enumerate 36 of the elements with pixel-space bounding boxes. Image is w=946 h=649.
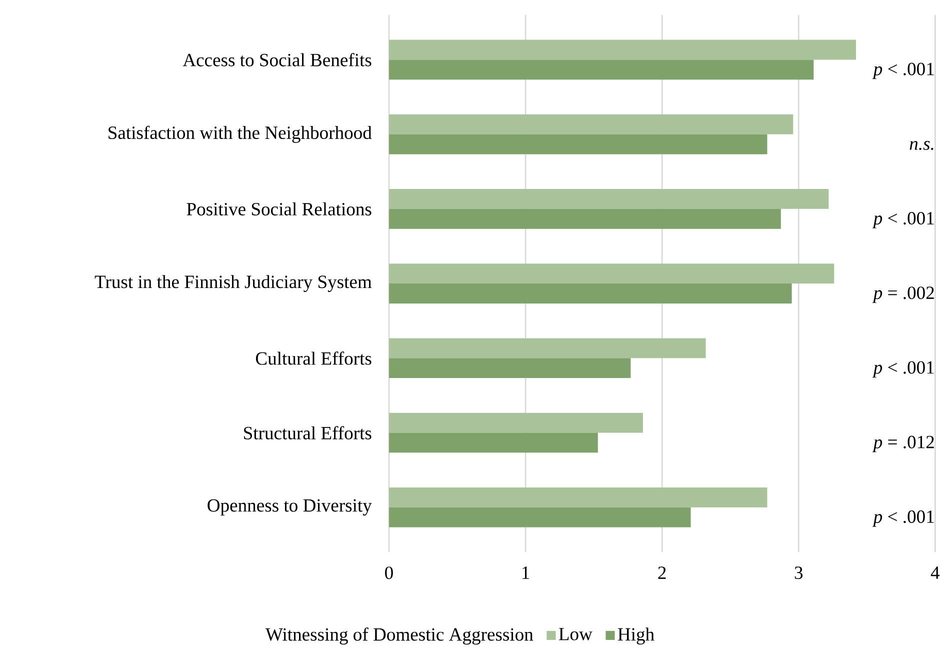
x-tick-label: 0: [385, 566, 393, 580]
annotation: p = .002: [872, 286, 934, 304]
bar: [388, 413, 643, 433]
x-tick-label: 1: [522, 566, 530, 580]
y-tick-label: Structural Efforts: [244, 426, 372, 440]
annotation: p < .001: [872, 510, 934, 527]
annotation: p < .001: [872, 212, 934, 228]
bar: [388, 60, 814, 80]
bar: [388, 432, 598, 453]
annotation: n.s.: [910, 141, 934, 150]
x-tick-label: 2: [658, 566, 666, 580]
bar: [388, 114, 794, 134]
legend-label: Low: [558, 628, 592, 640]
y-tick-label: Satisfaction with the Neighborhood: [108, 126, 372, 144]
bar: [388, 189, 829, 210]
legend-label: High: [618, 628, 654, 645]
bar: [388, 508, 691, 528]
y-tick-label: Openness to Diversity: [208, 499, 372, 516]
annotation: p < .001: [872, 62, 934, 80]
bar: [388, 264, 834, 284]
x-tick-label: 4: [930, 566, 940, 579]
bar: [388, 358, 631, 378]
bar: [388, 40, 856, 60]
bar: [388, 134, 768, 154]
y-tick-label: Cultural Efforts: [256, 352, 372, 365]
annotation: p = .012: [872, 436, 934, 452]
y-tick-label: Access to Social Benefits: [182, 53, 372, 67]
bar: [388, 284, 792, 304]
annotation: p < .001: [872, 361, 934, 378]
legend-title: Witnessing of Domestic Aggression: [265, 628, 534, 645]
bar: [388, 338, 706, 358]
bar: [388, 209, 781, 229]
bar: [388, 488, 768, 508]
y-tick-label: Trust in the Finnish Judiciary System: [94, 275, 372, 292]
y-tick-label: Positive Social Relations: [186, 202, 372, 216]
x-tick-label: 3: [794, 566, 803, 580]
